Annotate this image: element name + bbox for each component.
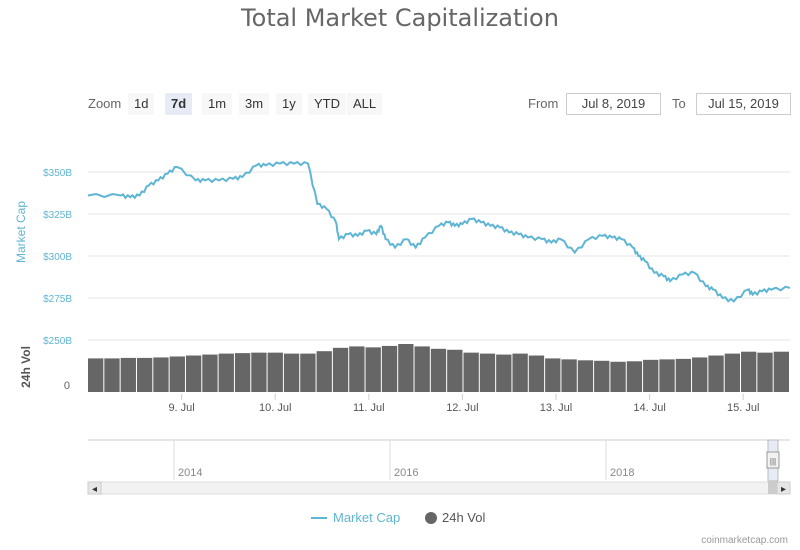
volume-bar <box>545 358 561 392</box>
volume-bar <box>283 353 300 392</box>
legend-market-cap-label: Market Cap <box>333 510 400 525</box>
navigator-handle[interactable] <box>766 451 780 469</box>
navigator[interactable]: 2014 2016 2018 ||| <box>88 439 790 482</box>
volume-bar <box>414 346 430 392</box>
zoom-1y-button[interactable]: 1y <box>276 93 302 115</box>
volume-bar <box>659 359 675 392</box>
legend-item-market-cap[interactable]: Market Cap <box>311 510 400 525</box>
volume-bar <box>708 355 724 392</box>
chart-title: Total Market Capitalization <box>241 4 559 32</box>
volume-bar <box>463 352 479 392</box>
x-tick-label: 12. Jul <box>446 402 478 414</box>
volume-bar <box>120 357 136 392</box>
zoom-all-button[interactable]: ALL <box>347 93 383 115</box>
volume-zero-tick: 0 <box>64 380 70 392</box>
scrollbar-right-button[interactable] <box>776 481 791 495</box>
volume-bar <box>332 347 349 392</box>
volume-bar <box>251 352 267 392</box>
volume-bar <box>512 353 528 392</box>
volume-bar <box>202 354 218 392</box>
credit-text: coinmarketcap.com <box>701 535 788 546</box>
volume-bar <box>153 357 169 392</box>
to-label: To <box>672 96 686 111</box>
zoom-7d-button[interactable]: 7d <box>165 93 193 115</box>
volume-bar <box>610 361 626 392</box>
scrollbar-left-button[interactable] <box>87 481 102 495</box>
zoom-3m-button[interactable]: 3m <box>239 93 270 115</box>
volume-bar <box>626 361 643 392</box>
navigator-year-2018: 2018 <box>610 467 634 479</box>
y-tick-label: $275B <box>43 294 72 305</box>
y-tick-label: $300B <box>43 252 72 263</box>
zoom-1d-button[interactable]: 1d <box>128 93 155 115</box>
zoom-label: Zoom <box>88 96 122 111</box>
navigator-year-2014: 2014 <box>178 467 202 479</box>
volume-bar <box>643 359 659 392</box>
navigator-handle-grip: ||| <box>770 457 776 466</box>
volume-bar <box>773 351 789 392</box>
x-tick-label: 11. Jul <box>353 402 385 414</box>
x-tick-label: 10. Jul <box>259 402 291 414</box>
volume-bar <box>561 359 577 392</box>
from-label: From <box>528 96 559 111</box>
volume-bar <box>496 354 512 392</box>
volume-bar <box>528 355 545 392</box>
scrollbar-track[interactable] <box>87 481 791 495</box>
navigator-year-2016: 2016 <box>394 467 418 479</box>
to-date-input[interactable]: Jul 15, 2019 <box>696 93 791 115</box>
x-tick-label: 13. Jul <box>540 402 572 414</box>
x-tick-label: 9. Jul <box>168 402 194 414</box>
volume-bar <box>316 351 332 392</box>
y-tick-label: $325B <box>43 210 72 221</box>
volume-bar <box>88 358 104 392</box>
volume-bar <box>430 348 447 392</box>
volume-bar <box>577 360 594 392</box>
volume-bar <box>675 358 692 392</box>
volume-bar <box>185 355 202 392</box>
volume-bar <box>136 357 153 392</box>
volume-bar <box>234 353 251 392</box>
volume-bar <box>447 349 463 392</box>
volume-bar <box>594 360 610 392</box>
volume-bar <box>692 357 708 392</box>
x-tick-label: 15. Jul <box>727 402 759 414</box>
volume-bar <box>381 345 398 392</box>
volume-axis-label: 24h Vol <box>19 346 33 388</box>
zoom-ytd-button[interactable]: YTD <box>308 93 346 115</box>
volume-bar <box>104 358 120 392</box>
scroll-right-arrow-icon: ▸ <box>781 484 786 495</box>
volume-bar <box>365 347 381 392</box>
market-cap-series-line <box>87 160 791 303</box>
volume-bar <box>169 356 185 392</box>
y-tick-label: $250B <box>43 336 72 347</box>
x-tick-label: 14. Jul <box>633 402 665 414</box>
volume-bar <box>300 353 316 392</box>
y-axis-label: Market Cap <box>14 201 28 263</box>
volume-bar <box>267 352 283 392</box>
scrollbar-thumb[interactable] <box>768 482 777 494</box>
legend-volume-label: 24h Vol <box>442 510 485 525</box>
volume-bar <box>349 346 365 392</box>
scroll-left-arrow-icon: ◂ <box>92 484 97 495</box>
volume-bar <box>757 352 773 392</box>
from-date-input[interactable]: Jul 8, 2019 <box>566 93 661 115</box>
volume-bar <box>741 351 757 392</box>
legend-item-volume[interactable]: 24h Vol <box>425 510 485 525</box>
volume-bar <box>724 353 741 392</box>
zoom-1m-button[interactable]: 1m <box>202 93 233 115</box>
volume-legend-swatch <box>425 512 437 524</box>
volume-bar <box>218 353 234 392</box>
volume-bar <box>398 344 414 392</box>
y-tick-label: $350B <box>43 168 72 179</box>
volume-bar <box>479 353 496 392</box>
